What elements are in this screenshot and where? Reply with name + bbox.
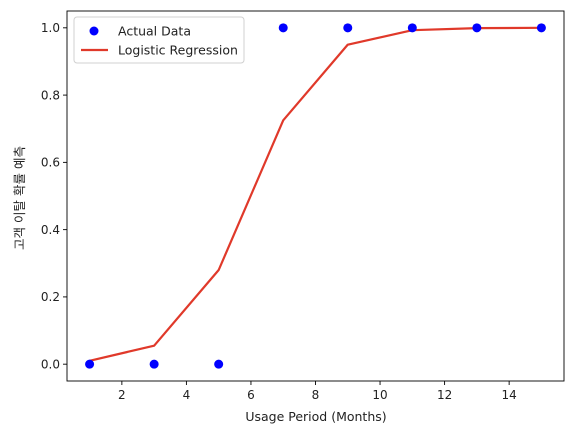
legend-box bbox=[73, 16, 245, 64]
y-tick-label: 1.0 bbox=[41, 21, 60, 35]
plot-frame bbox=[66, 10, 565, 382]
x-tick-label: 8 bbox=[312, 388, 320, 402]
data-point bbox=[472, 23, 482, 33]
x-tick-label: 10 bbox=[372, 388, 387, 402]
x-axis-label: Usage Period (Months) bbox=[245, 409, 386, 424]
data-point bbox=[149, 359, 159, 369]
x-tick-label: 6 bbox=[247, 388, 255, 402]
legend: Actual Data Logistic Regression bbox=[73, 16, 245, 64]
logistic-regression-line bbox=[89, 26, 542, 362]
points-layer bbox=[85, 23, 546, 369]
legend-marker-actual-data bbox=[89, 26, 99, 36]
y-tick-label: 0.4 bbox=[41, 223, 60, 237]
y-tick-label: 0.8 bbox=[41, 88, 60, 102]
legend-label-logistic-regression: Logistic Regression bbox=[118, 43, 238, 58]
ticks-layer: 2 4 6 8 10 12 14 0.0 0.2 0.4 0.6 0.8 1.0 bbox=[41, 21, 517, 402]
axes bbox=[66, 10, 565, 382]
x-tick-label: 4 bbox=[183, 388, 191, 402]
x-tick-label: 2 bbox=[118, 388, 126, 402]
data-point bbox=[536, 23, 546, 33]
legend-label-actual-data: Actual Data bbox=[118, 24, 191, 39]
data-point bbox=[407, 23, 417, 33]
data-point bbox=[278, 23, 288, 33]
line-layer bbox=[89, 26, 542, 362]
data-point bbox=[85, 359, 95, 369]
x-tick-label: 14 bbox=[501, 388, 516, 402]
y-tick-label: 0.6 bbox=[41, 156, 60, 170]
y-tick-label: 0.2 bbox=[41, 290, 60, 304]
data-point bbox=[214, 359, 224, 369]
x-tick-label: 12 bbox=[437, 388, 452, 402]
y-tick-label: 0.0 bbox=[41, 357, 60, 371]
y-axis-label: 고객 이탈 확률 예측 bbox=[12, 146, 27, 250]
data-point bbox=[343, 23, 353, 33]
